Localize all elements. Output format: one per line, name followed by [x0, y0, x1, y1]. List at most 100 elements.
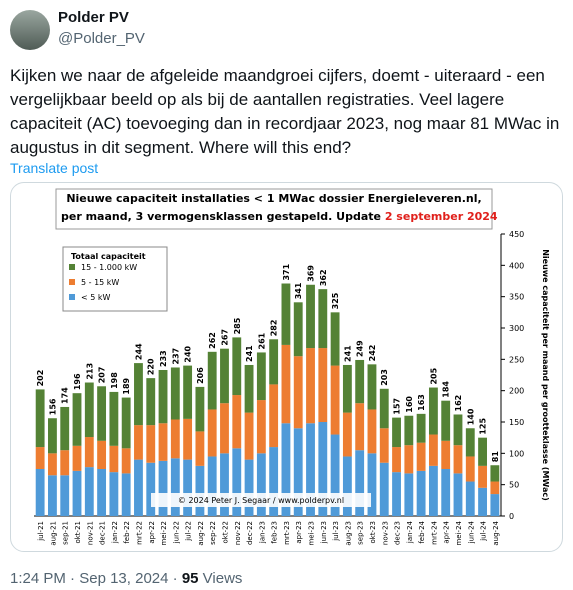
chart: Nieuwe capaciteit installaties < 1 MWac …: [10, 182, 563, 552]
bar-segment: [35, 389, 45, 448]
bar-segment: [195, 386, 205, 432]
bar-segment: [146, 378, 156, 426]
bar-segment: [232, 448, 242, 516]
bar-segment: [355, 403, 365, 451]
bar-segment: [379, 428, 389, 463]
bar-segment: [72, 445, 82, 471]
bar-segment: [97, 469, 107, 516]
bar-segment: [84, 437, 94, 468]
views-label: Views: [202, 570, 243, 587]
bar-segment: [109, 445, 119, 473]
bar-segment: [355, 359, 365, 404]
x-tick-label: jan-23: [258, 521, 266, 544]
x-tick-label: dec-22: [246, 521, 254, 545]
title-box: [55, 188, 493, 230]
legend-swatch: [69, 279, 75, 285]
total-label: 241: [245, 345, 254, 362]
bar-segment: [355, 450, 365, 516]
bar-segment: [342, 364, 352, 413]
total-label: 282: [270, 320, 279, 337]
bar-segment: [342, 456, 352, 516]
bar-segment: [207, 456, 217, 516]
legend-title: Totaal capaciteit: [71, 252, 146, 261]
bar-segment: [306, 348, 315, 424]
legend-swatch: [69, 264, 75, 270]
bar-segment: [281, 283, 291, 345]
bar-segment: [281, 344, 291, 424]
total-label: 174: [61, 387, 70, 404]
bar-segment: [416, 470, 426, 516]
bar-segment: [48, 475, 57, 516]
tweet-text: Kijken we naar de afgeleide maandgroei c…: [10, 66, 560, 157]
total-label: 184: [442, 381, 451, 398]
bar-segment: [72, 393, 82, 446]
x-tick-label: okt-22: [221, 521, 229, 544]
bar-segment: [490, 465, 500, 482]
bar-segment: [170, 367, 180, 420]
bar-segment: [453, 473, 463, 516]
bar-segment: [293, 302, 303, 357]
bar-segment: [269, 447, 279, 516]
bar-segment: [441, 400, 451, 441]
total-label: 163: [417, 394, 426, 411]
total-label: 205: [429, 367, 438, 384]
y-tick-label: 300: [509, 324, 524, 333]
bar-segment: [478, 437, 487, 466]
bar-segment: [330, 434, 340, 516]
legend-label: < 5 kW: [81, 293, 111, 302]
bar-segment: [170, 419, 180, 459]
bar-segment: [428, 434, 438, 466]
total-label: 241: [343, 345, 352, 362]
bar-segment: [379, 388, 389, 429]
bar-segment: [256, 352, 266, 401]
time: 1:24 PM: [10, 570, 66, 587]
legend-swatch: [69, 294, 75, 300]
bar-segment: [404, 473, 414, 516]
bar-segment: [318, 422, 328, 516]
total-label: 213: [85, 363, 94, 380]
bar-segment: [244, 459, 254, 516]
bar-segment: [84, 382, 94, 438]
x-tick-label: mei-24: [455, 520, 463, 545]
bar-segment: [453, 414, 463, 446]
x-tick-label: jun-23: [320, 521, 328, 544]
total-label: 267: [220, 329, 229, 346]
y-tick-label: 50: [509, 481, 519, 490]
views: 95: [181, 570, 199, 587]
x-tick-label: apr-24: [443, 520, 451, 543]
avatar[interactable]: [10, 10, 50, 50]
bar-segment: [416, 413, 426, 443]
x-tick-label: jun-24: [467, 520, 475, 544]
bar-segment: [232, 395, 242, 449]
total-label: 233: [159, 350, 168, 367]
x-tick-label: sep-22: [209, 521, 217, 545]
bar-segment: [158, 369, 168, 424]
display-name[interactable]: Polder PV: [58, 9, 129, 26]
total-label: 81: [491, 451, 500, 463]
total-label: 207: [98, 367, 107, 384]
handle[interactable]: @Polder_PV: [58, 30, 145, 47]
bar-segment: [404, 415, 414, 446]
bar-segment: [220, 348, 229, 404]
translate-link[interactable]: Translate post: [10, 160, 99, 176]
bar-segment: [183, 418, 193, 460]
bar-segment: [367, 409, 377, 454]
y-tick-label: 450: [509, 230, 524, 239]
x-tick-label: aug-21: [49, 521, 57, 546]
bar-segment: [72, 470, 82, 516]
bar-segment: [392, 472, 401, 516]
x-tick-label: aug-22: [197, 521, 205, 546]
bar-segment: [465, 481, 475, 516]
bar-segment: [232, 337, 242, 396]
bar-segment: [35, 447, 45, 469]
bar-segment: [134, 459, 143, 516]
bar-segment: [121, 448, 131, 474]
total-label: 206: [196, 367, 205, 384]
bar-segment: [84, 467, 94, 516]
total-label: 285: [233, 317, 242, 334]
y-axis-label: Nieuwe capaciteit per maand per groottek…: [541, 249, 550, 501]
bar-segment: [330, 312, 340, 366]
y-tick-label: 150: [509, 418, 524, 427]
total-label: 202: [36, 370, 45, 387]
